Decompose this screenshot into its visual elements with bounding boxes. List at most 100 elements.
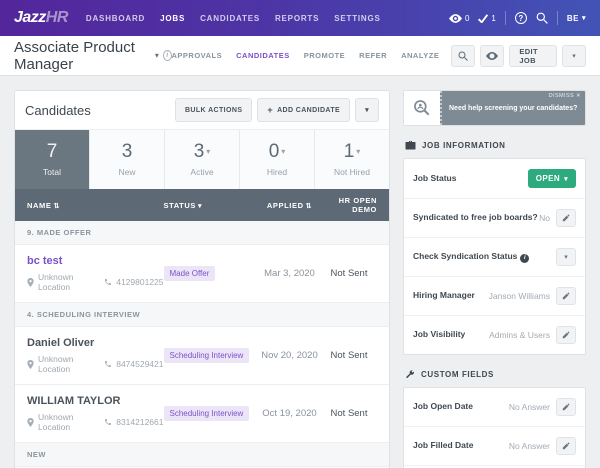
tasks-counter[interactable]: 1 [478,14,496,23]
promo-text[interactable]: Need help screening your candidates? [449,104,578,112]
job-filled-date-label: Job Filled Date [413,440,474,451]
applied-date: Oct 19, 2020 [262,408,317,419]
candidate-stats: 7 Total 3 New 3 ▾ Active 0 ▾ Hired 1 ▾ Not … [15,129,389,189]
help-icon[interactable]: ? [514,12,527,24]
candidate-name-link[interactable]: bc test [27,255,63,267]
check-syndication-row: Check Syndication Status i ▾ [404,238,585,277]
edit-job-dropdown-button[interactable]: ▾ [562,44,586,67]
jazzhr-logo[interactable]: JazzHR [14,9,68,27]
candidate-meta: Unknown Location 8474529421 [27,354,164,374]
phone-icon [105,279,112,285]
sort-icon: ⇅ [53,202,60,210]
column-header-hr-open-demo[interactable]: HR OPEN DEMO [338,196,377,214]
phone-icon [105,419,112,425]
job-preview-button[interactable] [480,44,505,67]
edit-syndicated-button[interactable] [556,209,576,227]
plus-icon: + [267,105,274,115]
candidate-phone: 8314212661 [116,417,164,427]
search-icon [458,51,469,61]
pencil-icon [562,214,570,222]
hiring-manager-row: Hiring Manager Janson Williams [404,277,585,316]
watch-counter[interactable]: 0 [448,13,470,23]
group-header-scheduling-interview: 4. SCHEDULING INTERVIEW [15,303,389,327]
hiring-manager-label: Hiring Manager [413,290,475,301]
chevron-down-icon: ▾ [206,147,211,156]
demo-status: Not Sent [330,408,368,419]
candidate-row[interactable]: Daniel Oliver Unknown Location 847452942… [15,327,389,385]
nav-divider [556,11,558,25]
column-header-applied[interactable]: APPLIED ⇅ [266,200,313,210]
nav-item-candidates[interactable]: CANDIDATES [200,13,260,23]
add-candidate-label: ADD CANDIDATE [277,106,341,114]
user-menu[interactable]: BE ▾ [567,14,586,23]
nav-item-dashboard[interactable]: DASHBOARD [85,13,146,23]
candidates-title: Candidates [25,102,91,118]
candidates-panel: Candidates BULK ACTIONS + ADD CANDIDATE ▾… [14,90,390,468]
job-title-dropdown[interactable]: ▾ [154,51,159,60]
candidate-name-link[interactable]: Daniel Oliver [27,337,95,349]
tab-refer[interactable]: REFER [359,51,388,60]
edit-hiring-manager-button[interactable] [556,287,576,305]
nav-item-jobs[interactable]: JOBS [160,13,186,23]
candidate-phone: 4129801225 [116,277,164,287]
status-badge: Scheduling Interview [163,406,250,421]
stat-active[interactable]: 3 ▾ Active [165,130,240,189]
briefcase-icon [405,141,416,150]
tab-candidates[interactable]: CANDIDATES [236,51,290,60]
demo-status: Not Sent [330,268,368,279]
nav-item-settings[interactable]: SETTINGS [334,13,381,23]
job-information-card: Job Status OPEN ▾ Syndicated to free job … [403,158,586,355]
eye-icon [486,51,499,60]
candidate-row[interactable]: WILLIAM TAYLOR Unknown Location 83142126… [15,385,389,443]
column-header-name[interactable]: NAME ⇅ [27,200,60,210]
info-icon[interactable]: i [520,254,530,264]
check-syndication-dropdown-button[interactable]: ▾ [556,248,576,266]
add-candidate-button[interactable]: + ADD CANDIDATE [257,98,351,122]
job-search-button[interactable] [451,44,476,67]
stat-new-value: 3 [121,141,133,162]
job-sidebar: DISMISS ✕ Need help screening your candi… [403,90,586,468]
search-icon[interactable] [536,12,548,24]
job-visibility-row: Job Visibility Admins & Users [404,316,585,354]
tab-analyze[interactable]: ANALYZE [401,51,440,60]
edit-job-filled-date-button[interactable] [556,437,576,455]
chevron-down-icon: ▾ [581,15,586,22]
dismiss-button[interactable]: DISMISS ✕ [548,93,581,99]
stat-new[interactable]: 3 New [90,130,165,189]
tab-promote[interactable]: PROMOTE [303,51,346,60]
table-header: NAME ⇅ STATUS ▾ APPLIED ⇅ HR OPEN DEMO [15,189,389,221]
tab-approvals[interactable]: APPROVALS [171,51,223,60]
candidate-location: Unknown Location [38,354,74,374]
column-header-status[interactable]: STATUS ▾ [163,200,203,210]
candidate-location: Unknown Location [38,412,74,432]
stat-hired[interactable]: 0 ▾ Hired [240,130,315,189]
chevron-down-icon: ▾ [356,147,361,156]
edit-job-open-date-button[interactable] [556,398,576,416]
location-pin-icon [27,359,34,369]
info-icon[interactable]: i [162,50,172,61]
edit-job-button[interactable]: EDIT JOB [509,44,557,67]
group-header-new: NEW [15,443,389,467]
status-badge: Scheduling Interview [163,348,250,363]
pencil-icon [562,331,570,339]
job-status-open-button[interactable]: OPEN ▾ [527,169,576,188]
add-candidate-dropdown-button[interactable]: ▾ [355,98,379,122]
stat-not-hired[interactable]: 1 ▾ Not Hired [315,130,389,189]
candidate-name-link[interactable]: WILLIAM TAYLOR [27,395,121,407]
group-header-made-offer: 9. MADE OFFER [15,221,389,245]
candidate-phone: 8474529421 [116,359,164,369]
watch-count: 0 [464,13,470,23]
chevron-down-icon: ▾ [281,147,286,156]
edit-job-visibility-button[interactable] [556,326,576,344]
bulk-actions-button[interactable]: BULK ACTIONS [174,98,253,122]
candidate-row[interactable]: bc test Unknown Location 4129801225 Made… [15,245,389,303]
stat-total-label: Total [43,167,61,177]
stat-active-label: Active [190,167,214,177]
hiring-manager-value: Janson Williams [488,291,550,301]
stat-total[interactable]: 7 Total [15,130,90,189]
candidate-meta: Unknown Location 4129801225 [27,272,164,292]
job-information-header: JOB INFORMATION [405,140,584,150]
nav-divider [504,11,506,25]
pencil-icon [562,442,570,450]
nav-item-reports[interactable]: REPORTS [274,13,320,23]
